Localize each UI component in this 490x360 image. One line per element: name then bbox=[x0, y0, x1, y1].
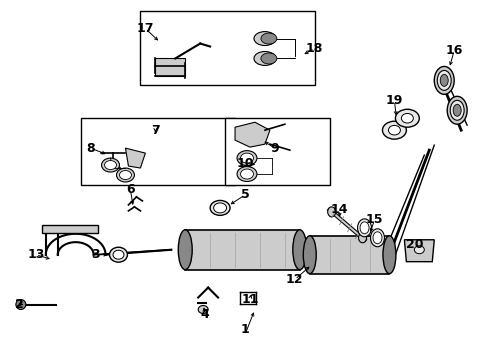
Ellipse shape bbox=[293, 230, 307, 270]
Ellipse shape bbox=[373, 232, 382, 244]
Text: 9: 9 bbox=[270, 141, 279, 155]
Bar bbox=[225, 118, 330, 185]
Bar bbox=[185, 230, 300, 270]
Text: 15: 15 bbox=[366, 213, 383, 226]
Ellipse shape bbox=[241, 153, 253, 163]
Ellipse shape bbox=[261, 53, 277, 64]
Text: 18: 18 bbox=[306, 42, 323, 55]
Ellipse shape bbox=[401, 113, 414, 123]
Text: 4: 4 bbox=[201, 308, 210, 321]
Ellipse shape bbox=[254, 32, 276, 45]
Text: 12: 12 bbox=[286, 273, 304, 286]
Text: 1: 1 bbox=[241, 323, 249, 336]
Text: 17: 17 bbox=[137, 22, 154, 35]
Ellipse shape bbox=[370, 229, 385, 247]
Text: 7: 7 bbox=[151, 124, 160, 137]
Bar bbox=[310, 236, 390, 274]
Polygon shape bbox=[404, 240, 434, 262]
Ellipse shape bbox=[395, 109, 419, 127]
Ellipse shape bbox=[359, 233, 367, 243]
Ellipse shape bbox=[120, 171, 131, 180]
Ellipse shape bbox=[110, 247, 127, 262]
Ellipse shape bbox=[113, 250, 124, 259]
Ellipse shape bbox=[437, 71, 451, 90]
Text: 3: 3 bbox=[91, 248, 100, 261]
Ellipse shape bbox=[237, 167, 257, 181]
Ellipse shape bbox=[383, 121, 406, 139]
Text: 19: 19 bbox=[386, 94, 403, 107]
Ellipse shape bbox=[328, 207, 336, 217]
Ellipse shape bbox=[415, 246, 424, 254]
Ellipse shape bbox=[453, 104, 461, 116]
Polygon shape bbox=[235, 122, 270, 147]
Bar bbox=[141, 11, 315, 85]
Text: 16: 16 bbox=[445, 44, 463, 57]
Text: 10: 10 bbox=[236, 157, 254, 170]
Polygon shape bbox=[125, 148, 146, 168]
Ellipse shape bbox=[104, 161, 117, 170]
Ellipse shape bbox=[261, 33, 277, 44]
Ellipse shape bbox=[241, 169, 253, 179]
Ellipse shape bbox=[434, 67, 454, 94]
Bar bbox=[81, 118, 235, 185]
Ellipse shape bbox=[447, 96, 467, 124]
Ellipse shape bbox=[358, 219, 371, 237]
Text: 13: 13 bbox=[27, 248, 45, 261]
Ellipse shape bbox=[303, 236, 316, 274]
Ellipse shape bbox=[440, 75, 448, 86]
Ellipse shape bbox=[383, 236, 396, 274]
Ellipse shape bbox=[360, 222, 369, 234]
Ellipse shape bbox=[101, 158, 120, 172]
Text: 14: 14 bbox=[331, 203, 348, 216]
Text: 2: 2 bbox=[15, 298, 23, 311]
Ellipse shape bbox=[117, 168, 134, 182]
Text: 20: 20 bbox=[406, 238, 423, 251]
Bar bbox=[42, 225, 98, 233]
Ellipse shape bbox=[389, 125, 400, 135]
Text: 11: 11 bbox=[241, 293, 259, 306]
Circle shape bbox=[16, 300, 26, 310]
Ellipse shape bbox=[214, 203, 226, 213]
Ellipse shape bbox=[254, 51, 276, 66]
Text: 8: 8 bbox=[86, 141, 95, 155]
Ellipse shape bbox=[198, 306, 208, 314]
Ellipse shape bbox=[450, 100, 464, 120]
Ellipse shape bbox=[210, 201, 230, 215]
Text: 5: 5 bbox=[241, 188, 249, 202]
Text: 6: 6 bbox=[126, 184, 135, 197]
Polygon shape bbox=[155, 58, 185, 76]
Ellipse shape bbox=[178, 230, 192, 270]
Ellipse shape bbox=[237, 150, 257, 166]
